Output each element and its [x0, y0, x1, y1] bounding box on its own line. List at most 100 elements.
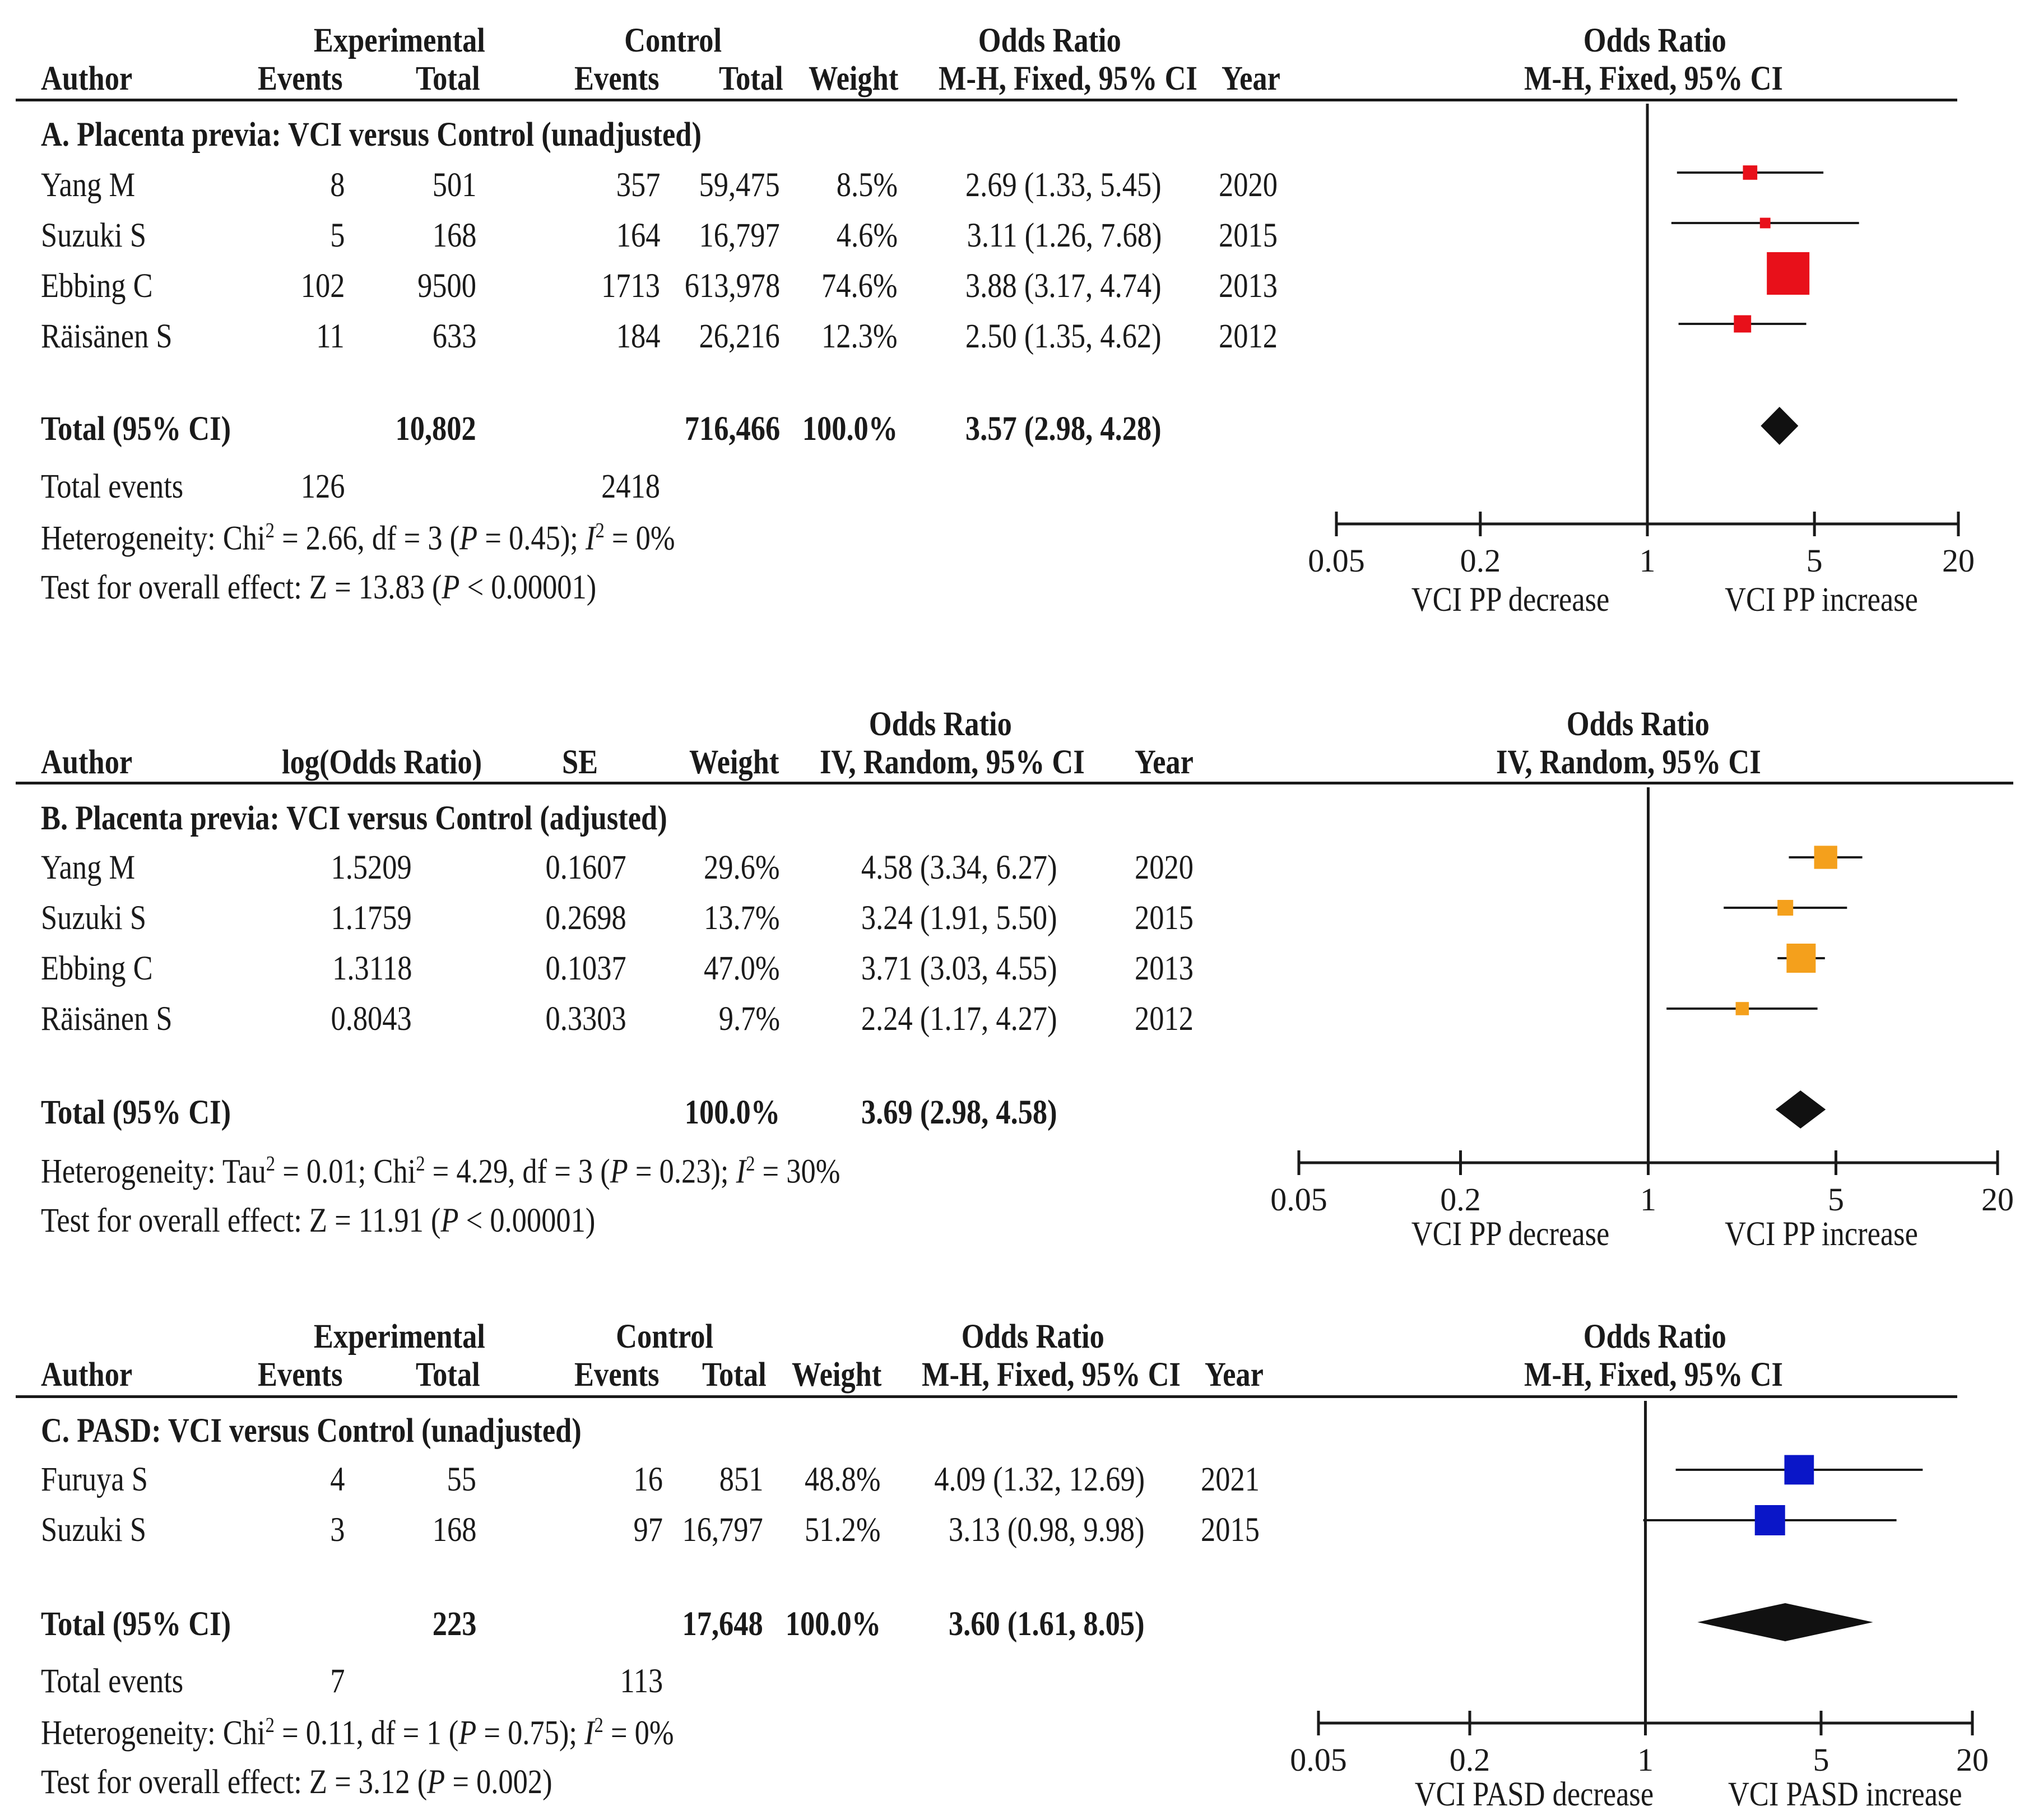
study-weight: 4.6% [836, 217, 898, 254]
total-exp-total: 10,802 [395, 410, 476, 448]
total-label: Total (95% CI) [41, 1605, 231, 1643]
total-or-ci: 3.57 (2.98, 4.28) [965, 410, 1162, 448]
x-axis-tick-label: 0.05 [1290, 1742, 1347, 1778]
x-axis-tick-label: 5 [1828, 1181, 1844, 1218]
study-se: 0.1607 [545, 849, 626, 886]
total-weight: 100.0% [802, 410, 898, 448]
study-year: 2012 [1219, 318, 1278, 355]
study-exp-events: 8 [329, 166, 345, 204]
study-year: 2013 [1219, 267, 1278, 305]
study-author: Ebbing C [41, 950, 153, 987]
study-exp-total: 9500 [417, 267, 476, 305]
study-ctrl-events: 184 [616, 318, 660, 355]
overall-effect-text: Test for overall effect: Z = 3.12 (P = 0… [41, 1763, 552, 1801]
study-ctrl-events: 357 [616, 166, 660, 204]
plot-header-odds-ratio: Odds Ratio [1566, 705, 1710, 743]
study-or-ci: 2.69 (1.33, 5.45) [965, 166, 1162, 204]
study-year: 2013 [1135, 950, 1194, 987]
study-or-ci: 3.71 (3.03, 4.55) [861, 950, 1057, 987]
total-label: Total (95% CI) [41, 1094, 231, 1131]
header-exp-events: Events [258, 60, 343, 97]
header-odds-ratio: Odds Ratio [869, 705, 1012, 743]
study-weight: 29.6% [704, 849, 780, 886]
study-exp-events: 3 [329, 1511, 345, 1549]
study-year: 2020 [1135, 849, 1194, 886]
study-exp-events: 102 [300, 267, 345, 305]
study-ctrl-total: 851 [719, 1461, 763, 1498]
header-author: Author [41, 744, 133, 781]
study-author: Räisänen S [41, 1000, 173, 1038]
study-weight: 13.7% [704, 899, 780, 937]
study-or-ci: 3.24 (1.91, 5.50) [861, 899, 1057, 937]
study-se: 0.3303 [545, 1000, 626, 1038]
study-year: 2012 [1135, 1000, 1194, 1038]
x-axis-tick-label: 0.2 [1450, 1742, 1490, 1778]
study-author: Räisänen S [41, 318, 173, 355]
header-year: Year [1135, 744, 1194, 781]
study-author: Furuya S [41, 1461, 148, 1498]
header-or-method: IV, Random, 95% CI [820, 744, 1085, 781]
study-effect-square [1814, 846, 1837, 869]
study-or-ci: 4.09 (1.32, 12.69) [934, 1461, 1145, 1498]
header-control: Control [616, 1318, 714, 1355]
total-events-ctrl: 113 [620, 1663, 663, 1700]
header-odds-ratio: Odds Ratio [978, 22, 1121, 59]
axis-left-label: VCI PP decrease [1411, 1215, 1610, 1253]
header-experimental: Experimental [313, 22, 485, 59]
x-axis-tick-label: 20 [1956, 1742, 1989, 1778]
x-axis-tick-label: 5 [1813, 1742, 1829, 1778]
axis-right-label: VCI PP increase [1725, 581, 1918, 619]
x-axis-tick-label: 5 [1807, 542, 1823, 579]
header-exp-total: Total [416, 1356, 480, 1394]
plot-header-odds-ratio: Odds Ratio [1583, 1318, 1726, 1355]
study-author: Suzuki S [41, 1511, 147, 1549]
axis-right-label: VCI PASD increase [1728, 1776, 1962, 1813]
study-log-or: 0.8043 [331, 1000, 412, 1038]
total-events-exp: 7 [329, 1663, 345, 1700]
study-exp-events: 4 [329, 1461, 345, 1498]
heterogeneity-text: Heterogeneity: Chi2 = 0.11, df = 1 (P = … [41, 1714, 674, 1752]
header-weight: Weight [792, 1356, 882, 1394]
x-axis-tick-label: 0.05 [1270, 1181, 1327, 1218]
study-log-or: 1.3118 [332, 950, 412, 987]
total-exp-total: 223 [432, 1605, 476, 1643]
study-ctrl-total: 59,475 [699, 166, 780, 204]
study-effect-square [1784, 1455, 1814, 1485]
header-ctrl-events: Events [574, 1356, 660, 1394]
plot-header-method: M-H, Fixed, 95% CI [1524, 1356, 1783, 1394]
header-author: Author [41, 60, 133, 97]
study-exp-total: 168 [432, 1511, 476, 1549]
header-ctrl-events: Events [574, 60, 660, 97]
total-weight: 100.0% [684, 1094, 780, 1131]
overall-effect-text: Test for overall effect: Z = 11.91 (P < … [41, 1202, 596, 1239]
study-author: Yang M [41, 849, 136, 886]
header-se: SE [562, 744, 598, 781]
study-log-or: 1.1759 [331, 899, 412, 937]
study-effect-square [1734, 315, 1752, 333]
study-weight: 74.6% [821, 267, 898, 305]
study-effect-square [1777, 899, 1794, 916]
header-or-method: M-H, Fixed, 95% CI [939, 60, 1197, 97]
total-or-ci: 3.69 (2.98, 4.58) [861, 1094, 1057, 1131]
subgroup-title: C. PASD: VCI versus Control (unadjusted) [41, 1412, 582, 1450]
x-axis-tick-label: 1 [1640, 1181, 1656, 1218]
header-ctrl-total: Total [702, 1356, 767, 1394]
header-year: Year [1205, 1356, 1264, 1394]
study-effect-square [1767, 252, 1810, 295]
study-weight: 51.2% [805, 1511, 881, 1549]
total-ctrl-total: 716,466 [684, 410, 780, 448]
study-or-ci: 2.24 (1.17, 4.27) [861, 1000, 1057, 1038]
forest-panel-B: 0.05 0.2 1 5 20 [1270, 787, 2014, 1218]
study-weight: 48.8% [805, 1461, 881, 1498]
x-axis-tick-label: 0.2 [1440, 1181, 1481, 1218]
study-effect-square [1743, 165, 1758, 180]
study-year: 2015 [1135, 899, 1194, 937]
header-exp-total: Total [416, 60, 480, 97]
x-axis-tick-label: 20 [1942, 542, 1975, 579]
pooled-effect-diamond [1697, 1603, 1873, 1641]
total-events-ctrl: 2418 [601, 468, 660, 505]
plot-header-odds-ratio: Odds Ratio [1583, 22, 1726, 59]
study-or-ci: 3.88 (3.17, 4.74) [965, 267, 1162, 305]
